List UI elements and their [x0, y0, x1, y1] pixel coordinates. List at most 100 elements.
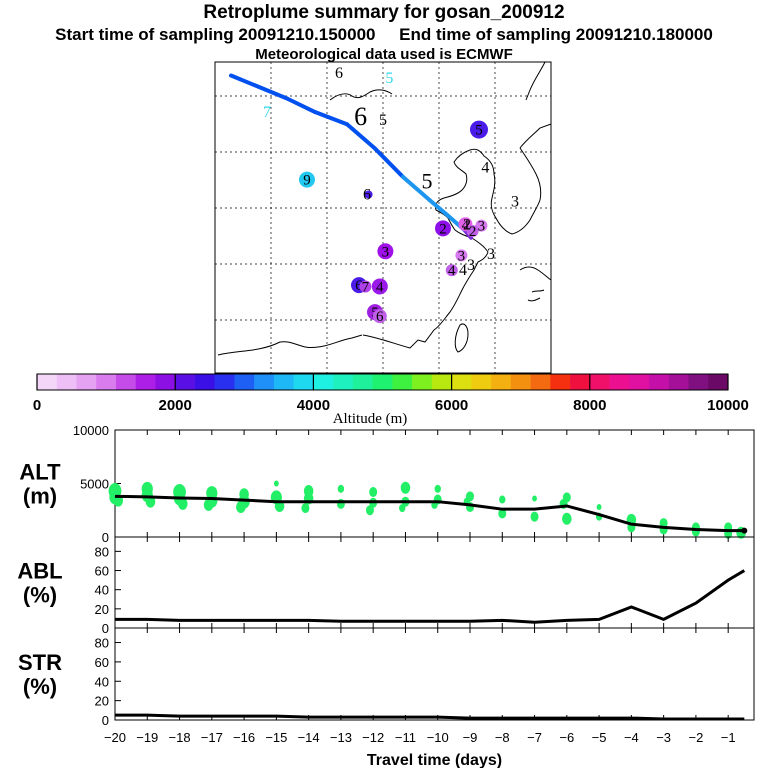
- x-tick-label: −12: [362, 730, 384, 745]
- y-tick-label: 40: [95, 674, 109, 689]
- map-label: 4: [481, 159, 489, 176]
- coastline-korea-west: [469, 148, 497, 219]
- colorbar-cell: [293, 374, 314, 390]
- colorbar-cell: [708, 374, 729, 390]
- panel-ylabel-line2: (%): [23, 583, 57, 608]
- colorbar-cell: [668, 374, 689, 390]
- map-label: 6: [363, 187, 371, 204]
- alt-point: [203, 498, 214, 511]
- colorbar-cell: [115, 374, 137, 390]
- panel-ylabel-line2: (m): [23, 484, 57, 509]
- y-tick-label: 60: [95, 564, 109, 579]
- map-dot-label: 3: [458, 248, 466, 264]
- colorbar-tick-label: 2000: [159, 397, 192, 414]
- alt-point: [301, 503, 310, 514]
- alt-point: [337, 484, 345, 493]
- y-tick-label: 80: [95, 636, 109, 651]
- map-label: 3: [511, 193, 519, 210]
- coastline-taiwan: [454, 323, 469, 353]
- colorbar-cell: [352, 374, 373, 390]
- panel-ylabel-line1: STR: [18, 650, 62, 675]
- colorbar-cell: [333, 374, 354, 390]
- colorbar-cells: [37, 374, 729, 390]
- coastline-south: [217, 334, 363, 356]
- y-tick-label: 40: [95, 583, 109, 598]
- map-dot: [445, 264, 458, 277]
- map-coastline: [217, 61, 552, 356]
- x-tick-label: −8: [495, 730, 510, 745]
- coastline-islands: [527, 289, 545, 302]
- plume-path-segment: [427, 197, 449, 217]
- colorbar-cell: [491, 374, 512, 390]
- colorbar-tick-label: 8000: [573, 397, 606, 414]
- coastline-northeast: [519, 123, 552, 149]
- alt-point: [369, 487, 378, 498]
- x-tick-label: −11: [395, 730, 416, 745]
- panel-alt: 0 5000 10000 ALT(m): [19, 423, 755, 545]
- map-dot: [299, 171, 315, 188]
- colorbar-cell: [254, 374, 275, 390]
- panel-ylabel-line1: ABL: [17, 559, 62, 584]
- x-tick-label: −2: [688, 730, 703, 745]
- panel-frame: [114, 429, 755, 538]
- colorbar-cell: [313, 374, 334, 390]
- map-dot-label: 5: [475, 123, 483, 139]
- alt-point: [499, 495, 506, 504]
- colorbar-cell: [510, 374, 531, 390]
- map-dot-label: 4: [376, 279, 384, 295]
- map-label: 3: [487, 246, 495, 263]
- map-label: 2: [463, 216, 471, 233]
- str-line: [115, 713, 745, 721]
- sampling-times: Start time of sampling 20091210.150000 E…: [0, 25, 768, 45]
- colorbar-cell: [431, 374, 452, 390]
- coastline-bohai: [435, 149, 489, 253]
- map-graticule: [215, 62, 551, 373]
- coastline-east: [362, 251, 489, 349]
- panel-abl: 0 20 40 60 80 ABL(%): [17, 536, 755, 636]
- alt-point: [596, 504, 602, 511]
- colorbar-cell: [96, 374, 117, 390]
- alt-point: [236, 501, 246, 514]
- map-dot-label: 6: [355, 278, 363, 294]
- y-tick-label: 0: [102, 621, 109, 636]
- map-markers: 59243233467456: [299, 120, 488, 325]
- border-mongolia: [329, 89, 393, 101]
- colorbar-cell: [194, 374, 215, 390]
- x-tick-label: −7: [527, 730, 542, 745]
- x-axis-label: Travel time (days): [367, 752, 502, 768]
- plume-path-segment: [401, 174, 432, 202]
- y-tick-label: 20: [95, 694, 109, 709]
- colorbar-cell: [471, 374, 492, 390]
- colorbar-cell: [451, 374, 472, 390]
- colorbar-cell: [392, 374, 413, 390]
- colorbar-cell: [135, 374, 156, 390]
- start-time-label: Start time of sampling 20091210.150000: [55, 25, 376, 44]
- colorbar-cell: [570, 374, 591, 390]
- x-tick-label: −10: [427, 730, 449, 745]
- y-tick-label: 80: [95, 544, 109, 559]
- map-dot: [371, 278, 388, 295]
- panel-frame: [114, 536, 755, 629]
- alt-point: [498, 508, 507, 519]
- map-dot: [466, 225, 479, 238]
- plume-path: [229, 73, 473, 240]
- abl-line: [115, 569, 746, 624]
- map-label: 7: [263, 104, 271, 121]
- alt-scatter: [108, 480, 746, 539]
- colorbar-tick-label: 6000: [435, 397, 468, 414]
- x-tick-label: −3: [656, 730, 671, 745]
- colorbar-cell: [688, 374, 709, 390]
- colorbar-cell: [234, 374, 255, 390]
- map-dot-label: 3: [382, 244, 390, 260]
- colorbar-tick-label: 10000: [707, 397, 749, 414]
- y-tick-label: 20: [95, 602, 109, 617]
- y-tick-label: 0: [102, 530, 109, 545]
- x-tick-label: −20: [104, 730, 126, 745]
- panel-frame: [114, 627, 755, 721]
- colorbar-cell: [412, 374, 433, 390]
- colorbar-ticks: 0 2000 4000 6000 8000 10000: [33, 374, 749, 414]
- colorbar-cell: [175, 374, 196, 390]
- x-tick-label: −4: [624, 730, 639, 745]
